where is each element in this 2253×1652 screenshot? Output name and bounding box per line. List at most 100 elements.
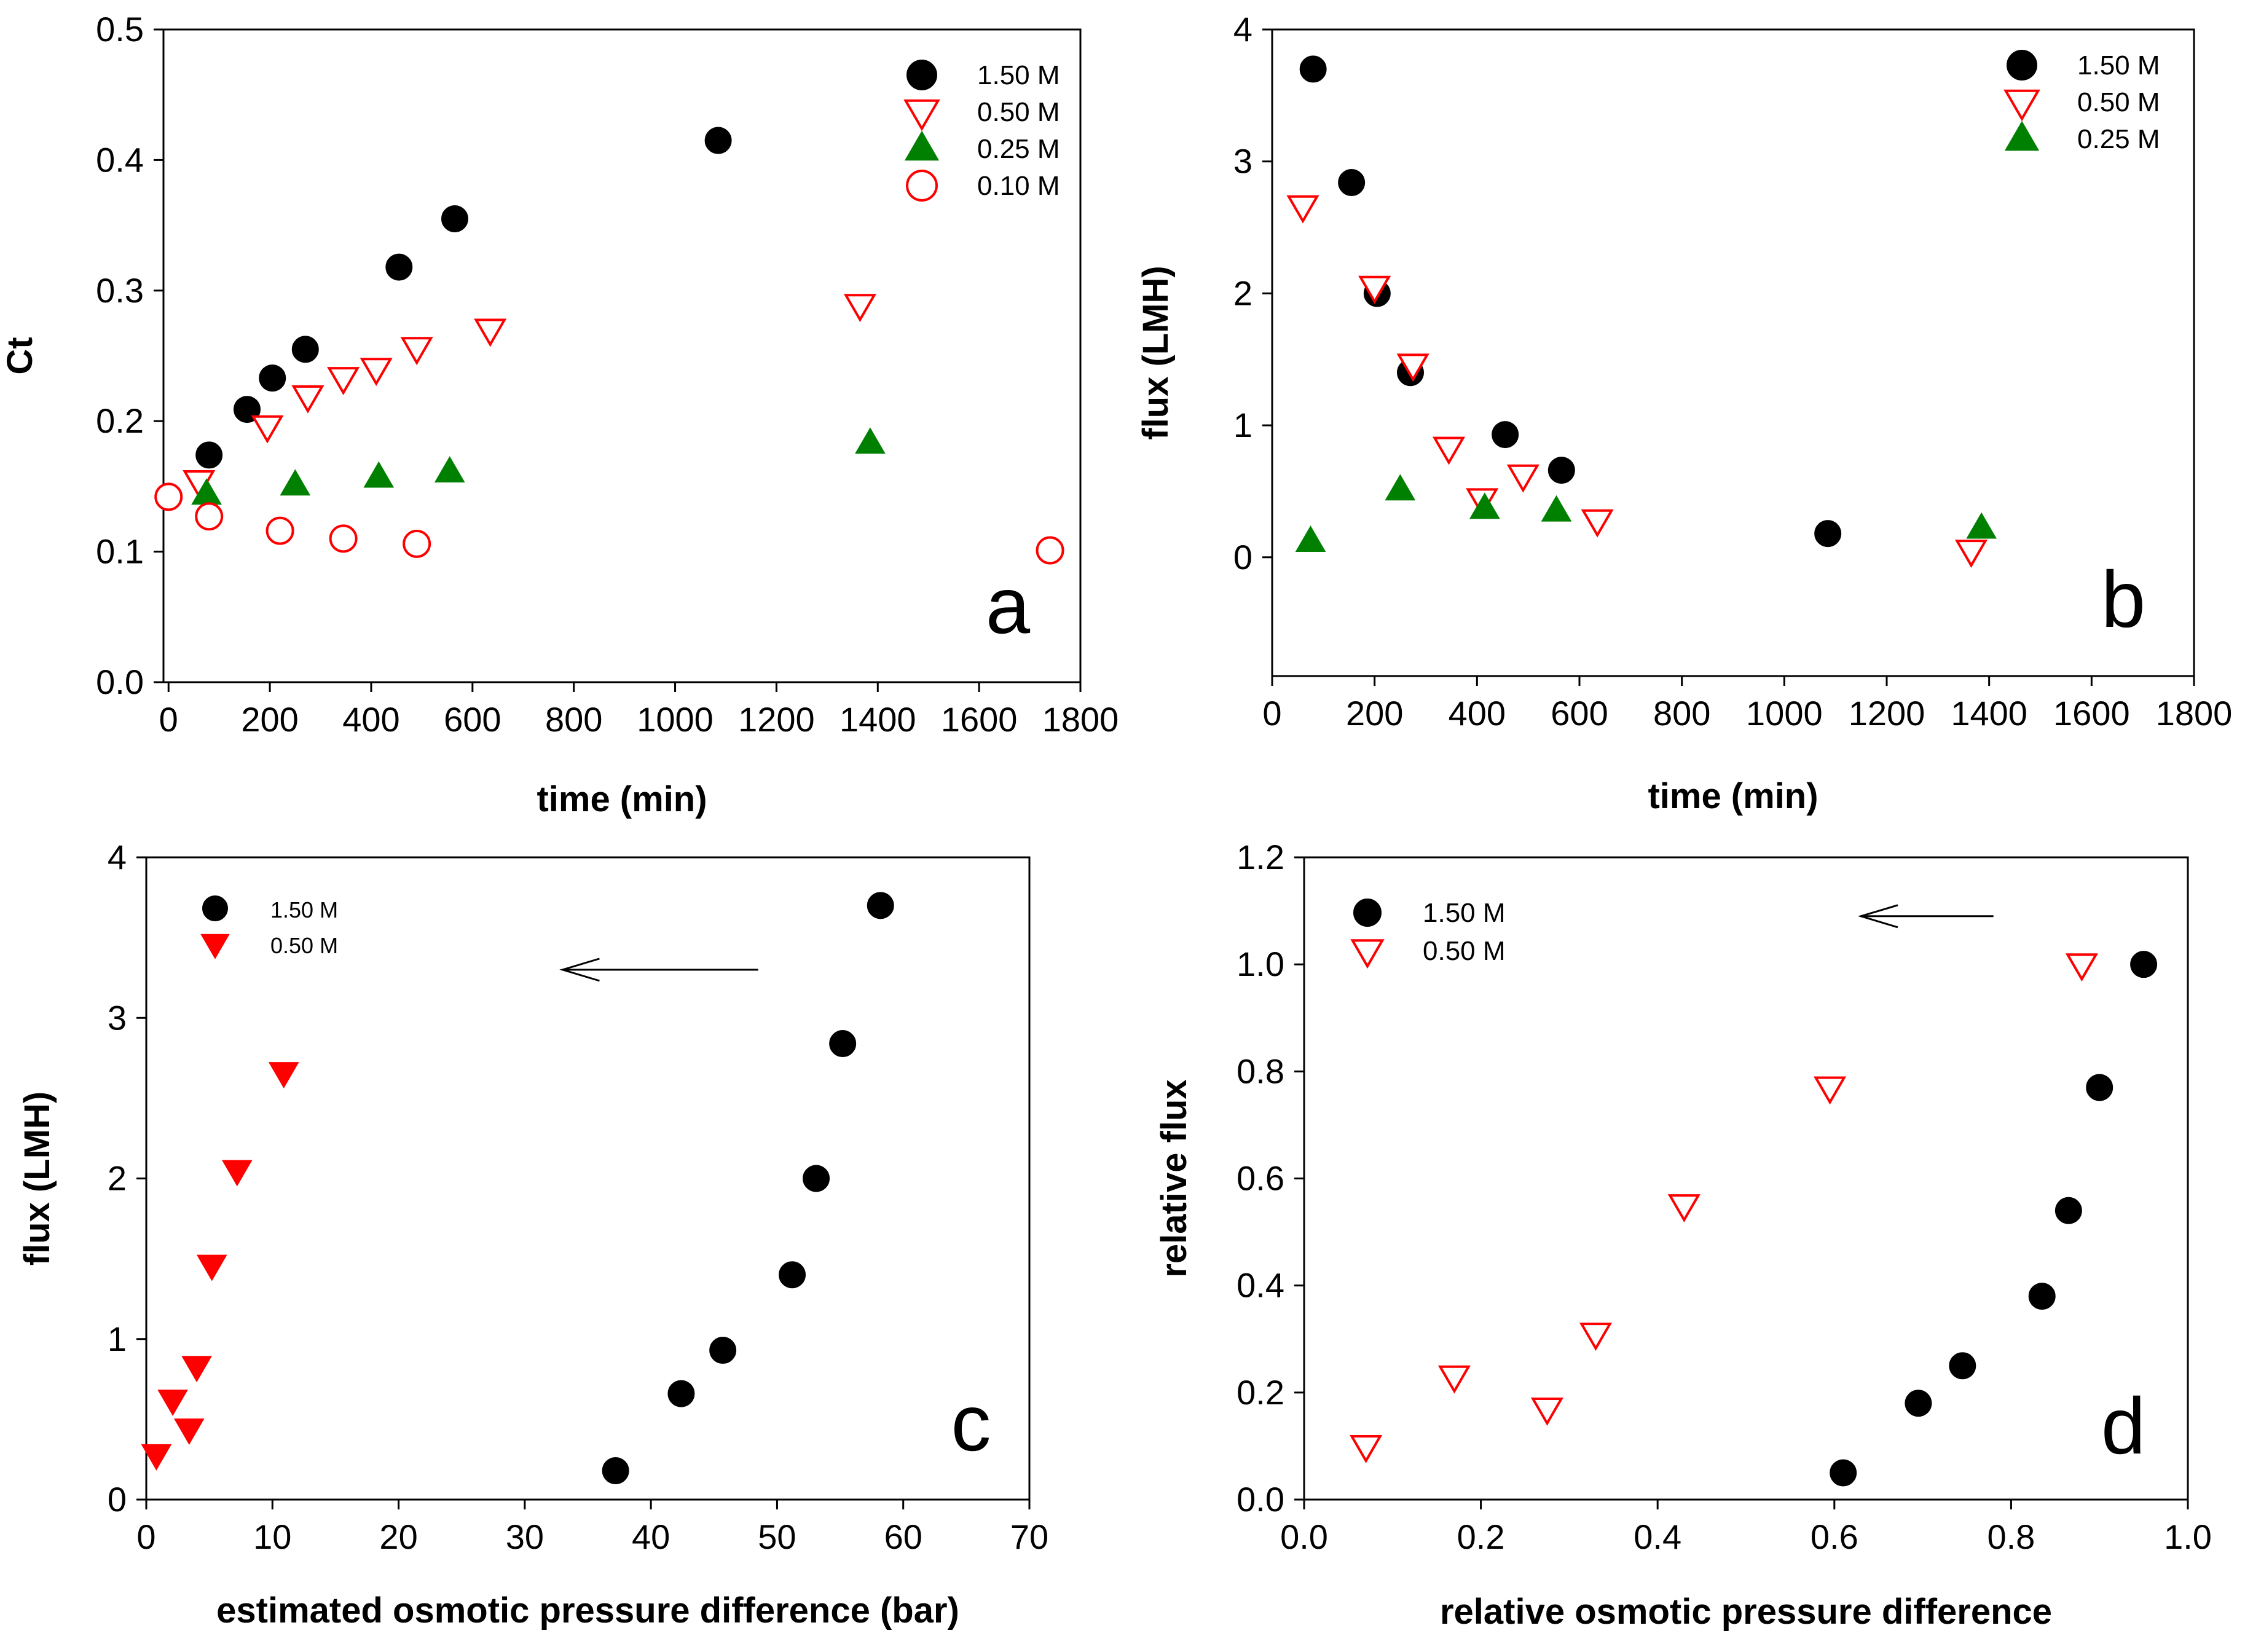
data-point	[1286, 195, 1319, 224]
data-point	[855, 427, 886, 454]
x-tick-label: 1800	[1042, 700, 1119, 739]
data-point	[1299, 55, 1327, 83]
x-tick-label: 0	[159, 700, 178, 739]
panel-letter: b	[2101, 554, 2145, 644]
x-tick-label: 1600	[941, 700, 1018, 739]
data-point	[173, 1418, 205, 1445]
legend-marker	[2007, 50, 2037, 81]
series-0-25-M	[191, 427, 886, 505]
legend: 1.50 M 0.50 M	[1350, 898, 1506, 969]
legend-label: 0.50 M	[1423, 936, 1506, 966]
legend-label: 1.50 M	[270, 897, 338, 922]
data-point	[181, 1356, 212, 1383]
legend-marker	[904, 130, 940, 161]
x-tick-label: 50	[758, 1517, 796, 1556]
y-tick-label: 3	[108, 998, 127, 1037]
x-tick-label: 400	[342, 700, 399, 739]
series-0-50-M	[1350, 953, 2099, 1463]
legend: 1.50 M 0.50 M	[200, 895, 338, 959]
data-point	[1530, 1397, 1564, 1426]
y-tick-label: 0.4	[1237, 1266, 1284, 1305]
x-tick-label: 600	[1551, 694, 1608, 733]
series-1-50-M	[1299, 55, 1842, 548]
data-point	[829, 1030, 857, 1058]
data-point	[704, 127, 732, 154]
data-point	[441, 205, 468, 232]
data-point	[265, 516, 294, 545]
panel-letter: a	[986, 560, 1031, 650]
data-point	[602, 1457, 629, 1484]
x-tick-label: 1.0	[2164, 1517, 2212, 1556]
legend-label: 1.50 M	[2077, 50, 2160, 81]
legend-label: 0.50 M	[270, 933, 338, 958]
x-axis-title: relative osmotic pressure difference	[1440, 1592, 2052, 1632]
legend-marker	[2003, 89, 2040, 122]
legend-marker	[202, 895, 228, 921]
legend-marker	[1350, 939, 1385, 969]
data-point	[157, 1390, 188, 1416]
data-point	[667, 1380, 695, 1407]
x-tick-label: 200	[241, 700, 298, 739]
legend-label: 0.50 M	[2077, 87, 2160, 117]
legend-label: 1.50 M	[1423, 898, 1506, 928]
x-tick-label: 1000	[637, 700, 714, 739]
x-tick-label: 1200	[738, 700, 815, 739]
data-point	[2054, 1197, 2082, 1224]
data-point	[1350, 1434, 1383, 1463]
x-tick-label: 0.6	[1811, 1517, 1858, 1556]
data-point	[1396, 353, 1429, 382]
y-tick-label: 0.8	[1237, 1052, 1284, 1090]
data-point	[1437, 1365, 1471, 1394]
plot-frame	[162, 28, 1082, 683]
legend: 1.50 M 0.50 M 0.25 M 0.10 M	[903, 60, 1060, 202]
data-point	[1579, 1323, 1613, 1351]
y-tick-label: 2	[108, 1159, 127, 1198]
data-point	[2130, 951, 2158, 978]
x-tick-label: 70	[1010, 1517, 1048, 1556]
y-tick-label: 0	[108, 1480, 127, 1519]
data-point	[403, 529, 431, 558]
x-tick-label: 1800	[2156, 694, 2233, 733]
data-point	[1385, 474, 1416, 501]
x-tick-label: 0	[1262, 694, 1281, 733]
series-1-50-M	[602, 892, 894, 1484]
data-point	[1949, 1352, 1976, 1380]
data-point	[400, 337, 433, 366]
data-point	[474, 318, 507, 347]
data-point	[434, 456, 465, 482]
x-tick-label: 0.4	[1634, 1517, 1681, 1556]
series-0-50-M	[183, 294, 876, 498]
series-1-50-M	[1830, 951, 2158, 1487]
data-point	[268, 1062, 299, 1089]
data-point	[1506, 464, 1539, 493]
panel-letter: d	[2101, 1381, 2145, 1471]
data-point	[291, 385, 324, 414]
y-tick-label: 1.2	[1237, 838, 1284, 876]
data-point	[195, 441, 223, 469]
legend-marker	[1353, 899, 1382, 927]
legend-label: 0.25 M	[2077, 124, 2160, 154]
data-point	[1036, 536, 1064, 565]
panel-letter: c	[951, 1378, 991, 1468]
x-tick-label: 800	[545, 700, 602, 739]
data-point	[709, 1337, 737, 1364]
x-tick-label: 200	[1346, 694, 1403, 733]
x-axis-title: time (min)	[537, 779, 707, 819]
y-tick-label: 1	[108, 1320, 127, 1358]
x-tick-label: 1400	[839, 700, 916, 739]
x-tick-label: 60	[884, 1517, 922, 1556]
y-tick-label: 0.3	[96, 271, 144, 310]
y-axis-title: flux (LMH)	[17, 1092, 57, 1266]
x-tick-label: 0.0	[1280, 1517, 1328, 1556]
x-tick-label: 1600	[2053, 694, 2130, 733]
data-point	[1432, 436, 1466, 465]
legend-label: 0.10 M	[977, 171, 1060, 201]
y-tick-label: 0.0	[96, 663, 144, 701]
data-point	[291, 336, 319, 363]
data-point	[1295, 525, 1326, 552]
legend: 1.50 M 0.50 M 0.25 M	[2003, 50, 2160, 154]
data-point	[867, 892, 894, 919]
x-axis-title: estimated osmotic pressure difference (b…	[216, 1591, 959, 1630]
chart-panel-d: 0.0 0.2 0.4 0.6 0.8 1.0 0.0 0.2 0.4 0.6 0.8 1.0 1.2 r…	[1154, 838, 2212, 1632]
